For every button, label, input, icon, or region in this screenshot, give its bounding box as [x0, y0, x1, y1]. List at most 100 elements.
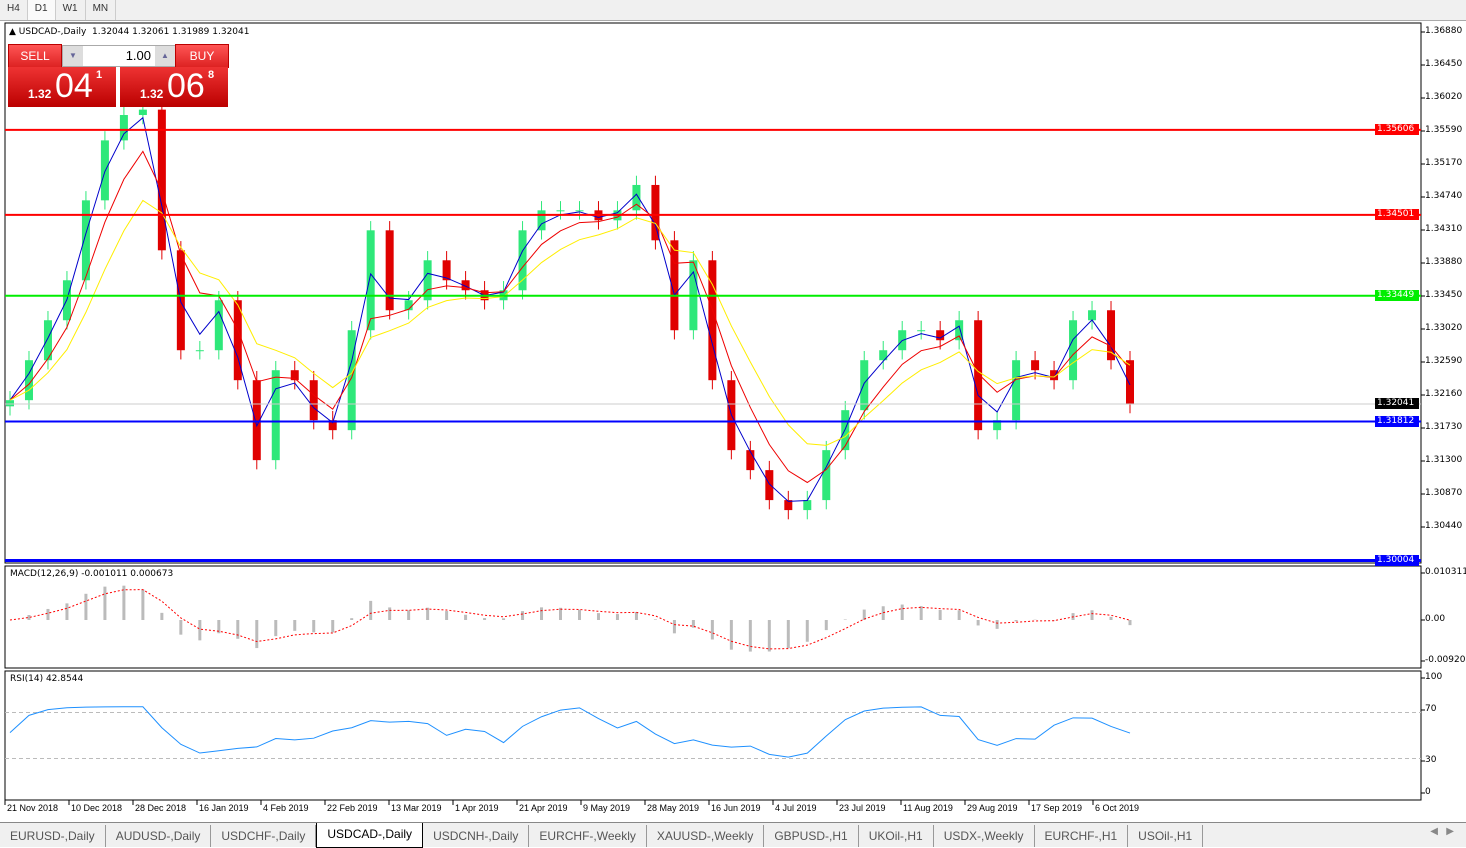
price-axis-label: 1.36020 — [1425, 92, 1463, 102]
candle-body — [974, 320, 983, 431]
candle-body — [328, 420, 337, 431]
price-axis-label: 1.35170 — [1425, 158, 1463, 168]
candle-body — [1031, 360, 1040, 371]
timeframe-bar: H4 D1 W1 MN — [0, 0, 1466, 21]
date-axis-label: 21 Apr 2019 — [519, 803, 568, 813]
price-axis-label: 1.36880 — [1425, 26, 1463, 36]
date-axis-label: 4 Feb 2019 — [263, 803, 309, 813]
price-panel-frame — [4, 22, 1422, 564]
macd-signal-line — [9, 589, 1131, 650]
chart-title: ▲ USDCAD-,Daily 1.32044 1.32061 1.31989 … — [9, 27, 250, 37]
price-axis-label: 1.34740 — [1425, 191, 1463, 201]
candle-body — [651, 184, 660, 241]
price-axis-label: 1.34310 — [1425, 224, 1463, 234]
date-axis-label: 21 Nov 2018 — [7, 803, 59, 813]
date-axis-label: 16 Jun 2019 — [711, 803, 761, 813]
chart-tab[interactable]: EURCHF-,H1 — [1035, 825, 1129, 847]
candle-body — [309, 380, 318, 421]
candle-body — [1088, 310, 1097, 321]
candle-body — [784, 500, 793, 511]
chart-tab[interactable]: USDX-,Weekly — [934, 825, 1035, 847]
candle-body — [1107, 310, 1116, 361]
buy-button[interactable]: BUY — [175, 44, 229, 68]
candle-body — [822, 450, 831, 501]
chart-tab[interactable]: XAUUSD-,Weekly — [647, 825, 765, 847]
candle-body — [708, 260, 717, 381]
date-axis-label: 16 Jan 2019 — [199, 803, 249, 813]
candle-body — [6, 400, 14, 407]
buy-price-pips: 06 — [167, 67, 205, 105]
tab-scroll-arrows[interactable]: ◀ ▶ — [1430, 826, 1454, 837]
candle-body — [195, 350, 204, 352]
date-axis-label: 6 Oct 2019 — [1095, 803, 1140, 813]
candle-body — [1050, 370, 1059, 381]
macd-axis-label: 0.010311 — [1425, 567, 1466, 577]
price-axis-label: 1.31730 — [1425, 422, 1463, 432]
sell-button[interactable]: SELL — [8, 44, 62, 68]
date-axis-label: 4 Jul 2019 — [775, 803, 817, 813]
candle-body — [81, 200, 90, 281]
macd-axis-label: 0.00 — [1425, 614, 1446, 624]
candle-body — [271, 370, 280, 461]
chart-tab[interactable]: USDCNH-,Daily — [423, 825, 530, 847]
symbol-label: USDCAD-,Daily — [18, 27, 87, 37]
date-axis-label: 11 Aug 2019 — [903, 803, 953, 813]
chart-tab[interactable]: GBPUSD-,H1 — [764, 825, 859, 847]
chart-tab[interactable]: UKOil-,H1 — [859, 825, 934, 847]
chart-tab[interactable]: USDCAD-,Daily — [316, 823, 424, 848]
increase-lot-button[interactable]: ▲ — [155, 46, 175, 66]
date-axis-label: 29 Aug 2019 — [967, 803, 1018, 813]
date-axis-label: 17 Sep 2019 — [1031, 803, 1083, 813]
rsi-axis-label: 30 — [1425, 755, 1437, 765]
date-axis-label: 28 Dec 2018 — [135, 803, 187, 813]
sell-price-button[interactable]: 1.32 04 1 — [8, 67, 116, 107]
chart-tab[interactable]: USOil-,H1 — [1128, 825, 1204, 847]
candle-body — [404, 300, 413, 311]
buy-price-button[interactable]: 1.32 06 8 — [120, 67, 228, 107]
candle-body — [423, 260, 432, 301]
sell-price-pips: 04 — [55, 67, 93, 105]
candle-body — [138, 109, 147, 116]
candle-body — [43, 320, 52, 361]
price-axis-label: 1.33450 — [1425, 290, 1463, 300]
date-axis-label: 9 May 2019 — [583, 803, 631, 813]
candle-body — [632, 184, 641, 211]
date-axis-label: 1 Apr 2019 — [455, 803, 499, 813]
timeframe-w1[interactable]: W1 — [56, 0, 86, 20]
candle-body — [157, 109, 166, 251]
candle-body — [1126, 360, 1134, 405]
timeframe-h4[interactable]: H4 — [0, 0, 28, 20]
price-axis-label: 1.30440 — [1425, 521, 1463, 531]
candle-body — [575, 210, 584, 212]
timeframe-mn[interactable]: MN — [86, 0, 117, 20]
candle-body — [252, 380, 261, 461]
chart-tab[interactable]: EURUSD-,Daily — [0, 825, 106, 847]
candle-body — [746, 450, 755, 471]
candle-body — [879, 350, 888, 361]
candle-body — [1069, 320, 1078, 381]
level-price-tag: 1.35606 — [1375, 123, 1419, 135]
chart-tab[interactable]: USDCHF-,Daily — [211, 825, 317, 847]
lot-size-input[interactable]: 1.00 — [125, 48, 151, 63]
macd-axis-label: -0.009203 — [1425, 655, 1466, 665]
decrease-lot-button[interactable]: ▼ — [63, 46, 83, 66]
timeframe-d1[interactable]: D1 — [27, 0, 56, 20]
date-axis-label: 10 Dec 2018 — [71, 803, 123, 813]
candle-body — [290, 370, 299, 381]
date-axis-label: 28 May 2019 — [647, 803, 700, 813]
one-click-trading-panel: SELL ▼ 1.00 ▲ BUY 1.32 04 1 1.32 06 8 — [8, 44, 229, 108]
ma-fast-line — [9, 116, 1131, 502]
buy-price-prefix: 1.32 — [140, 87, 164, 101]
candle-body — [765, 470, 774, 501]
chart-tab[interactable]: EURCHF-,Weekly — [529, 825, 647, 847]
price-axis-label: 1.36450 — [1425, 59, 1463, 69]
current-price-tag: 1.32041 — [1375, 397, 1419, 409]
chart-tab[interactable]: AUDUSD-,Daily — [106, 825, 212, 847]
candle-body — [461, 280, 470, 291]
level-price-tag: 1.34501 — [1375, 208, 1419, 220]
date-axis-label: 22 Feb 2019 — [327, 803, 378, 813]
candle-body — [366, 230, 375, 331]
price-axis-label: 1.35590 — [1425, 125, 1463, 135]
candle-body — [518, 230, 527, 291]
